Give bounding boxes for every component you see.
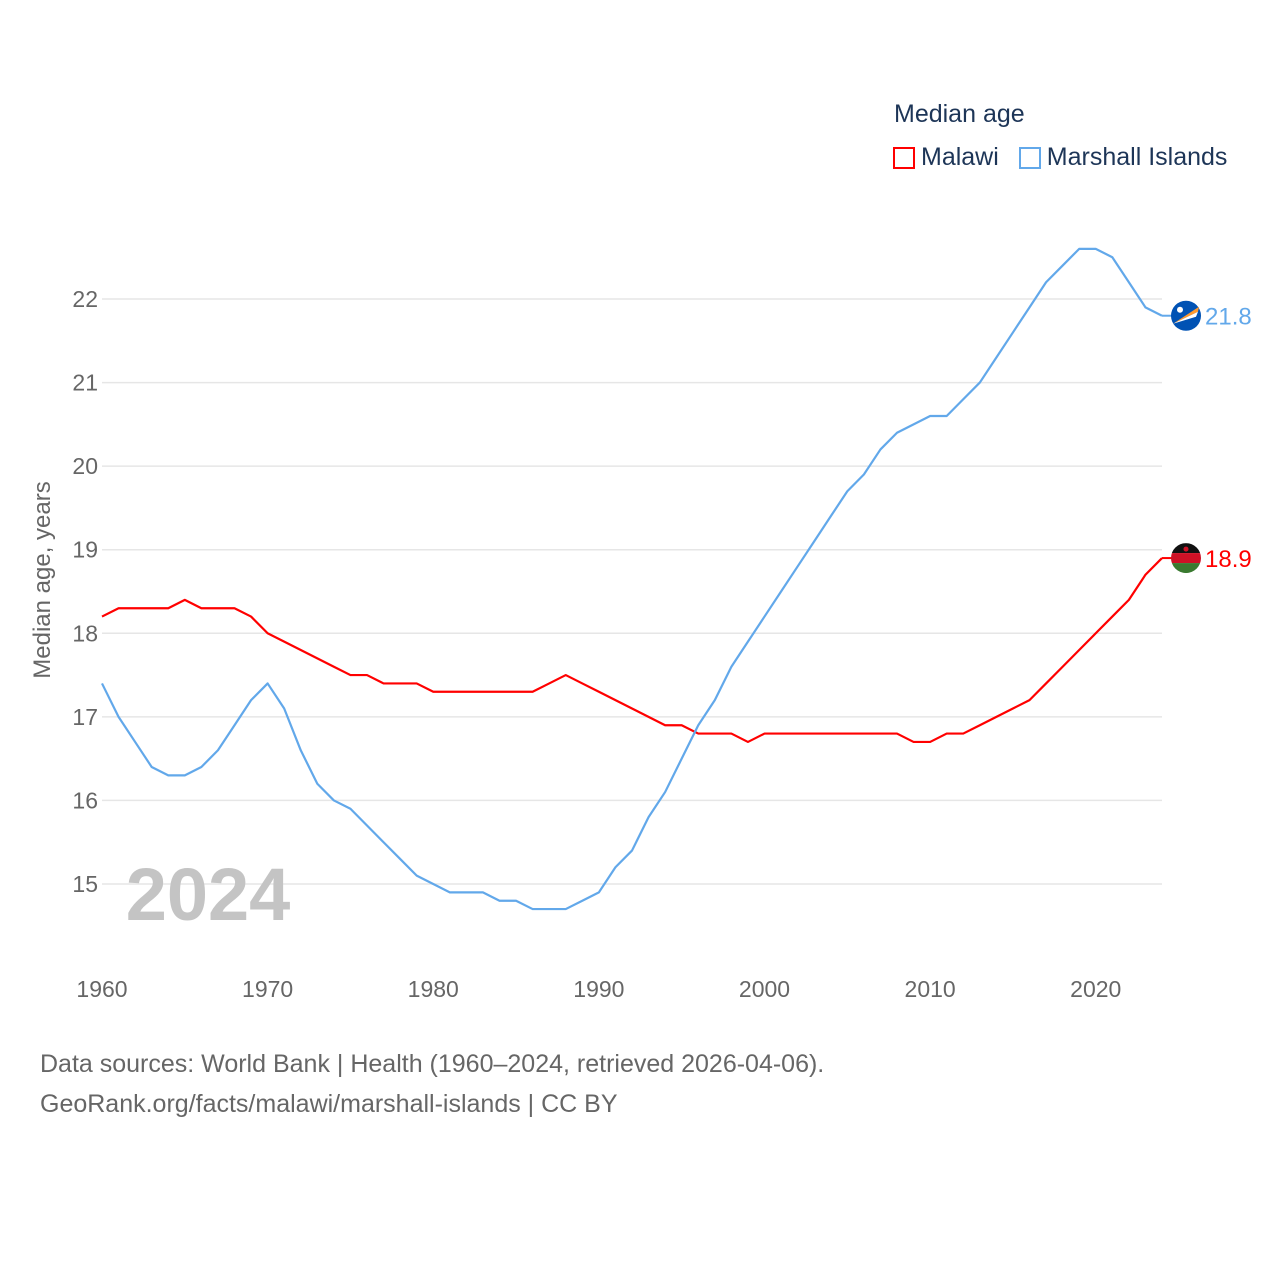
y-tick-label: 20: [72, 453, 98, 479]
y-tick-label: 22: [72, 286, 98, 312]
legend: Malawi Marshall Islands: [893, 143, 1227, 172]
y-tick-label: 15: [72, 871, 98, 897]
x-tick-label: 1970: [242, 976, 293, 1002]
x-tick-label: 2010: [905, 976, 956, 1002]
legend-swatch-marshall-islands: [1018, 146, 1041, 169]
series-line-marshall-islands: [101, 247, 1163, 911]
marshall-islands-flag-icon: [1171, 300, 1201, 331]
y-tick-label: 16: [72, 787, 98, 813]
legend-item-malawi[interactable]: Malawi: [893, 143, 999, 172]
data-source-text: Data sources: World Bank | Health (1960–…: [40, 1050, 825, 1078]
legend-label: Marshall Islands: [1046, 143, 1228, 171]
legend-title: Median age: [894, 100, 1025, 128]
legend-label: Malawi: [921, 143, 999, 171]
attribution-link[interactable]: GeoRank.org/facts/malawi/marshall-island…: [40, 1090, 618, 1118]
series-line-malawi: [101, 557, 1163, 744]
x-tick-label: 1960: [76, 976, 127, 1002]
y-tick-label: 18: [72, 620, 98, 646]
x-tick-label: 2020: [1070, 976, 1121, 1002]
x-tick-label: 2000: [739, 976, 790, 1002]
x-tick-label: 1990: [573, 976, 624, 1002]
malawi-flag-icon: [1171, 543, 1201, 574]
end-value-label: 21.8: [1205, 304, 1252, 331]
legend-item-marshall-islands[interactable]: Marshall Islands: [1018, 143, 1228, 172]
y-tick-label: 21: [72, 370, 98, 396]
y-axis-label: Median age, years: [29, 481, 56, 678]
footer: Data sources: World Bank | Health (1960–…: [40, 1044, 824, 1124]
y-tick-label: 19: [72, 537, 98, 563]
x-tick-label: 1980: [408, 976, 459, 1002]
end-value-label: 18.9: [1205, 546, 1252, 573]
year-watermark: 2024: [126, 853, 291, 936]
y-tick-label: 17: [72, 704, 98, 730]
legend-swatch-malawi: [893, 146, 915, 169]
